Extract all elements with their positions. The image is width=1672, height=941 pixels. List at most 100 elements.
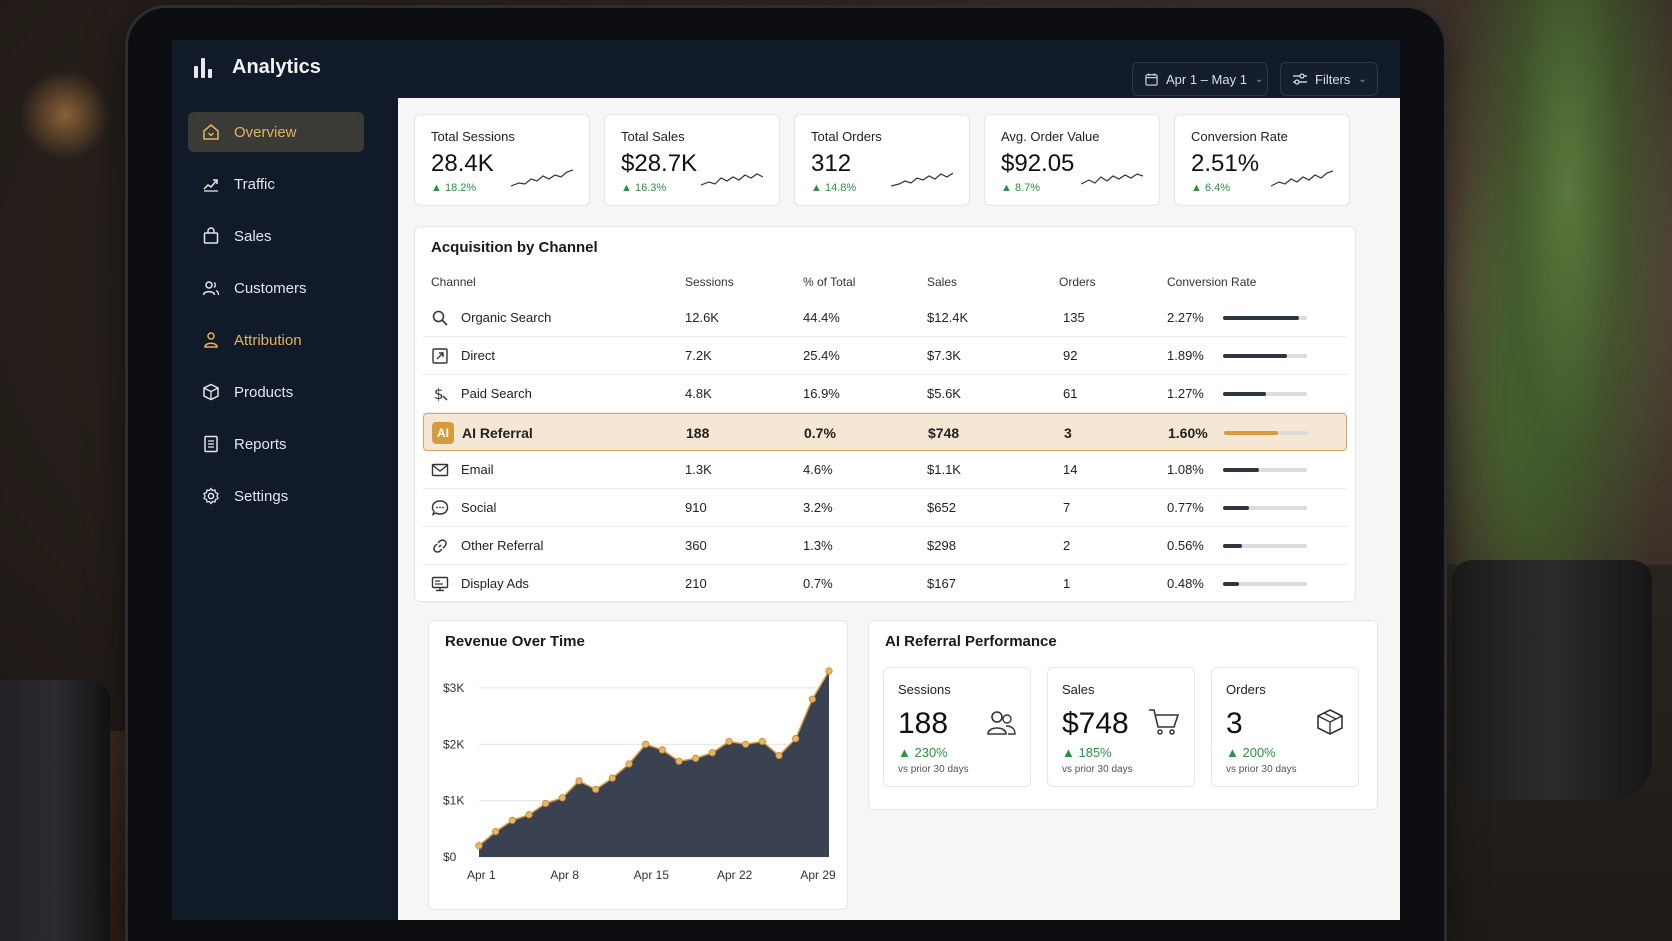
conversion-bar xyxy=(1223,544,1307,548)
mini-label: Sessions xyxy=(898,682,951,697)
conversion-bar xyxy=(1223,354,1307,358)
x-tick-label: Apr 8 xyxy=(550,868,579,882)
revenue-point[interactable] xyxy=(675,757,683,765)
revenue-point[interactable] xyxy=(808,695,816,703)
y-tick-label: $1K xyxy=(443,794,464,808)
conversion-bar-fill xyxy=(1223,354,1287,358)
cell-channel: AI Referral xyxy=(462,425,533,441)
kpi-card-total-orders[interactable]: Total Orders 312 ▲ 14.8% xyxy=(794,114,970,206)
mini-note: vs prior 30 days xyxy=(898,764,969,775)
revenue-point[interactable] xyxy=(542,799,550,808)
cell-orders: 3 xyxy=(1064,425,1072,441)
table-row[interactable]: Other Referral 360 1.3% $298 2 0.56% xyxy=(423,527,1347,565)
revenue-point[interactable] xyxy=(792,735,800,743)
sidebar-item-attribution[interactable]: Attribution xyxy=(188,320,364,360)
revenue-chart-card: Revenue Over Time $3K $2K $1K $0 Apr 1 Apr 8 A… xyxy=(428,620,848,910)
link-icon xyxy=(433,539,447,553)
conversion-bar-fill xyxy=(1223,468,1260,472)
revenue-point[interactable] xyxy=(525,811,533,819)
cell-pct-total: 0.7% xyxy=(803,576,833,591)
kpi-value: 28.4K xyxy=(431,150,494,177)
sidebar-item-traffic[interactable]: Traffic xyxy=(188,164,364,204)
revenue-point[interactable] xyxy=(625,760,633,768)
revenue-point[interactable] xyxy=(725,737,733,746)
cell-sales: $5.6K xyxy=(927,386,961,401)
sliders-icon xyxy=(1293,73,1307,85)
table-row[interactable]: Organic Search 12.6K 44.4% $12.4K 135 2.27% xyxy=(423,299,1347,337)
revenue-point[interactable] xyxy=(708,749,716,757)
acquisition-table-card: Acquisition by Channel Channel Sessions … xyxy=(414,226,1356,603)
kpi-card-total-sessions[interactable]: Total Sessions 28.4K ▲ 18.2% xyxy=(414,114,590,206)
revenue-point[interactable] xyxy=(742,740,750,748)
sidebar-item-products[interactable]: Products xyxy=(188,372,364,412)
mini-delta: ▲ 200% xyxy=(1226,745,1276,760)
kpi-card-avg-order-value[interactable]: Avg. Order Value $92.05 ▲ 8.7% xyxy=(984,114,1160,206)
ai-sales-card[interactable]: Sales $748 ▲ 185% vs prior 30 days xyxy=(1047,667,1195,787)
table-row[interactable]: Email 1.3K 4.6% $1.1K 14 1.08% xyxy=(423,451,1347,489)
revenue-point[interactable] xyxy=(758,737,766,746)
revenue-point[interactable] xyxy=(475,842,483,850)
revenue-point[interactable] xyxy=(775,751,783,760)
cell-pct-total: 0.7% xyxy=(804,425,836,441)
revenue-point[interactable] xyxy=(592,785,600,793)
mini-delta: ▲ 185% xyxy=(1062,745,1112,760)
column-header-sales[interactable]: Sales xyxy=(927,275,958,289)
sidebar-item-overview[interactable]: Overview xyxy=(188,112,364,152)
background-pot xyxy=(1452,560,1652,800)
conversion-bar-fill xyxy=(1224,431,1278,435)
x-tick-label: Apr 15 xyxy=(634,868,670,882)
revenue-point[interactable] xyxy=(508,816,516,824)
cell-orders: 14 xyxy=(1063,462,1078,477)
kpi-delta-value: 8.7% xyxy=(1014,182,1041,194)
column-header-conversion-rate[interactable]: Conversion Rate xyxy=(1167,275,1257,289)
table-row[interactable]: Direct 7.2K 25.4% $7.3K 92 1.89% xyxy=(423,337,1347,375)
filters-button[interactable]: Filters ⌄ xyxy=(1280,62,1378,96)
table-row[interactable]: AI AI Referral 188 0.7% $748 3 1.60% xyxy=(423,413,1347,451)
cell-channel: Email xyxy=(461,462,494,477)
ai-orders-card[interactable]: Orders 3 ▲ 200% vs prior 30 days xyxy=(1211,667,1359,787)
x-tick-label: Apr 29 xyxy=(800,868,836,882)
cell-channel: Other Referral xyxy=(461,538,544,553)
conversion-bar xyxy=(1223,582,1307,586)
kpi-card-conversion-rate[interactable]: Conversion Rate 2.51% ▲ 6.4% xyxy=(1174,114,1350,206)
column-header-pct-total[interactable]: % of Total xyxy=(803,275,856,289)
mini-delta-value: 230% xyxy=(914,745,948,760)
revenue-point[interactable] xyxy=(575,777,583,785)
sidebar-item-sales[interactable]: Sales xyxy=(188,216,364,256)
app-title: Analytics xyxy=(232,56,321,78)
revenue-point[interactable] xyxy=(558,794,566,802)
sparkline-icon xyxy=(701,173,763,186)
users-icon xyxy=(202,281,220,296)
box-icon xyxy=(1317,709,1343,735)
table-row[interactable]: Display Ads 210 0.7% $167 1 0.48% xyxy=(423,565,1347,603)
kpi-delta-value: 18.2% xyxy=(444,182,477,194)
sidebar-item-reports[interactable]: Reports xyxy=(188,424,364,464)
column-header-channel[interactable]: Channel xyxy=(431,275,476,289)
sidebar-item-customers[interactable]: Customers xyxy=(188,268,364,308)
y-tick-label: $0 xyxy=(443,850,457,864)
cell-sessions: 1.3K xyxy=(685,462,712,477)
revenue-point[interactable] xyxy=(608,774,616,782)
mini-value: 3 xyxy=(1226,707,1243,740)
revenue-point[interactable] xyxy=(825,667,833,675)
revenue-point[interactable] xyxy=(642,740,650,748)
screen: Analytics Apr 1 – May 1 ⌄ Filters ⌄ Over… xyxy=(172,40,1400,920)
revenue-point[interactable] xyxy=(692,754,700,762)
cell-orders: 135 xyxy=(1063,310,1085,325)
ai-sessions-card[interactable]: Sessions 188 ▲ 230% vs prior 30 days xyxy=(883,667,1031,787)
table-row[interactable]: $ Paid Search 4.8K 16.9% $5.6K 61 1.27% xyxy=(423,375,1347,413)
column-header-sessions[interactable]: Sessions xyxy=(685,275,734,289)
kpi-card-total-sales[interactable]: Total Sales $28.7K ▲ 16.3% xyxy=(604,114,780,206)
conversion-bar-fill xyxy=(1223,316,1300,320)
sidebar-item-settings[interactable]: Settings xyxy=(188,476,364,516)
cell-conversion-rate: 1.89% xyxy=(1167,348,1204,363)
date-range-button[interactable]: Apr 1 – May 1 ⌄ xyxy=(1132,62,1268,96)
kpi-label: Total Sessions xyxy=(431,129,515,144)
revenue-point[interactable] xyxy=(658,746,666,754)
revenue-point[interactable] xyxy=(492,828,500,836)
mini-value: 188 xyxy=(898,707,949,740)
column-header-orders[interactable]: Orders xyxy=(1059,275,1096,289)
box-icon xyxy=(203,383,219,401)
kpi-label: Total Sales xyxy=(621,129,685,144)
table-row[interactable]: Social 910 3.2% $652 7 0.77% xyxy=(423,489,1347,527)
